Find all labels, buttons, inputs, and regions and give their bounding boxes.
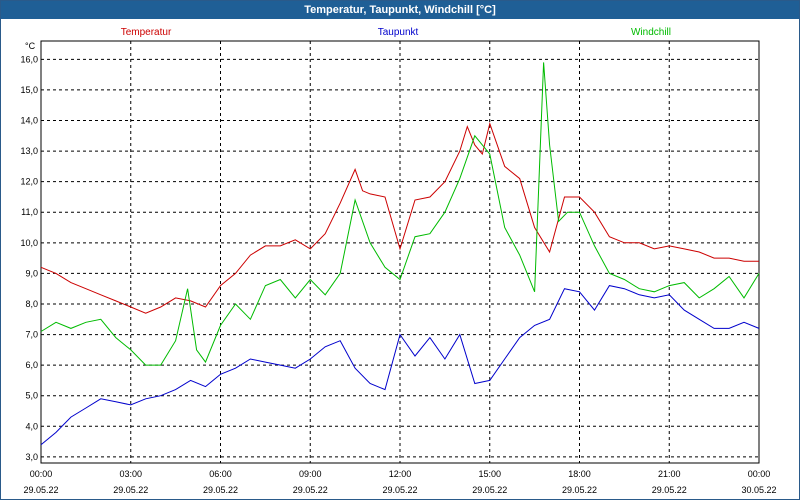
- x-tick-time: 15:00: [478, 469, 501, 479]
- plot-area: [40, 40, 760, 464]
- x-tick-time: 03:00: [119, 469, 142, 479]
- legend: Temperatur Taupunkt Windchill: [121, 27, 671, 38]
- legend-entry: Taupunkt: [378, 27, 419, 38]
- y-tick-label: 8,0: [25, 299, 38, 309]
- y-axis: 3,0 4,0 5,0 6,0 7,0 8,0 9,0 10,0 11,0 12,0 13,0 14,…: [20, 54, 38, 462]
- x-tick-date: 29.05.22: [472, 485, 507, 495]
- x-tick-date: 30.05.22: [741, 485, 776, 495]
- series-line-taupunkt: [40, 285, 760, 446]
- y-tick-label: 9,0: [25, 268, 38, 278]
- x-tick-time: 21:00: [658, 469, 681, 479]
- y-tick-label: 14,0: [20, 116, 38, 126]
- x-tick-time: 18:00: [568, 469, 591, 479]
- x-tick-time: 00:00: [30, 469, 53, 479]
- y-tick-label: 13,0: [20, 146, 38, 156]
- x-tick-time: 06:00: [209, 469, 232, 479]
- x-tick-date: 29.05.22: [293, 485, 328, 495]
- y-tick-label: 12,0: [20, 177, 38, 187]
- y-tick-label: 4,0: [25, 421, 38, 431]
- legend-entry: Temperatur: [121, 27, 172, 38]
- x-tick-date: 29.05.22: [203, 485, 238, 495]
- series-line-temperatur: [40, 121, 759, 314]
- x-tick-date: 29.05.22: [652, 485, 687, 495]
- x-tick-date: 29.05.22: [562, 485, 597, 495]
- x-tick-time: 00:00: [748, 469, 771, 479]
- y-tick-label: 11,0: [21, 207, 38, 217]
- y-tick-label: 10,0: [20, 238, 38, 248]
- y-tick-label: 3,0: [25, 452, 38, 462]
- legend-entry: Windchill: [631, 27, 671, 38]
- y-tick-label: 5,0: [25, 391, 38, 401]
- y-tick-label: 15,0: [20, 85, 38, 95]
- x-tick-time: 12:00: [389, 469, 412, 479]
- x-tick-date: 29.05.22: [113, 485, 148, 495]
- series-line-windchill: [40, 62, 760, 366]
- y-tick-label: 16,0: [20, 54, 38, 64]
- x-tick-date: 29.05.22: [23, 485, 58, 495]
- y-tick-label: 7,0: [25, 330, 38, 340]
- series-lines: [40, 62, 760, 446]
- y-axis-unit: °C: [25, 41, 36, 51]
- x-tick-time: 09:00: [299, 469, 322, 479]
- x-axis: 00:00 29.05.22 03:00 29.05.22 06:00 29.05.22 0…: [23, 469, 776, 495]
- grid: [41, 41, 759, 463]
- chart-title: Temperatur, Taupunkt, Windchill [°C]: [1, 1, 799, 19]
- y-tick-label: 6,0: [25, 360, 38, 370]
- x-tick-date: 29.05.22: [382, 485, 417, 495]
